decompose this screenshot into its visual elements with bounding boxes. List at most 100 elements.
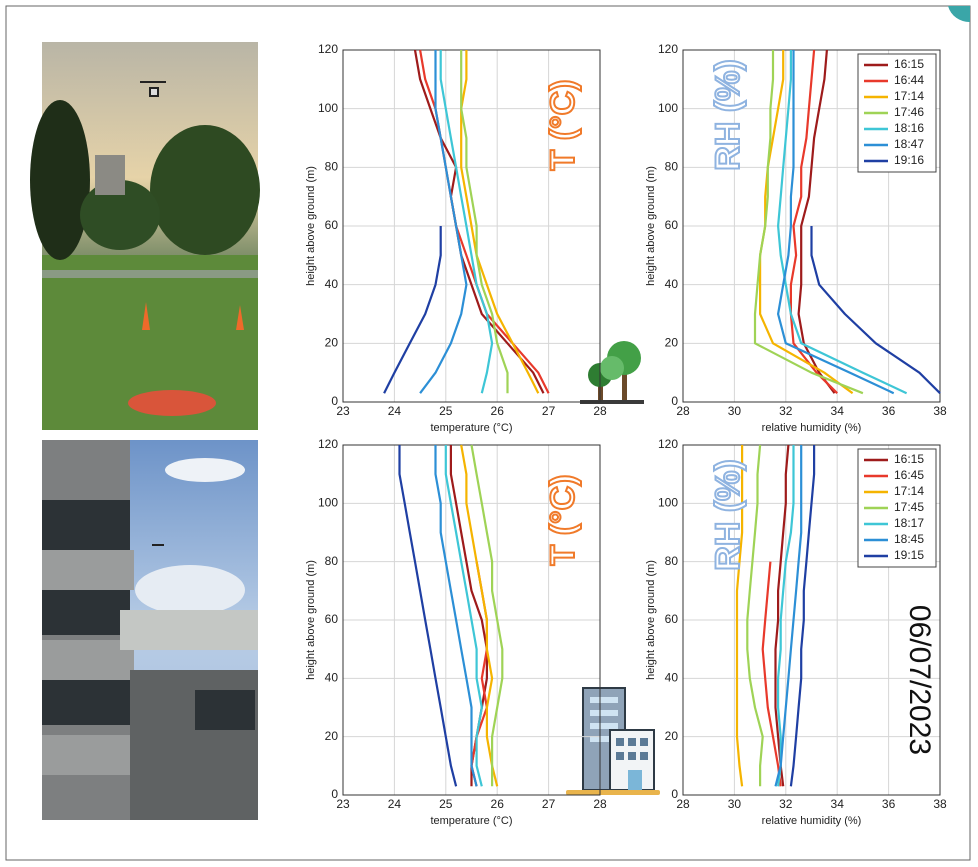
x-tick-label: 28 <box>676 797 690 811</box>
y-axis-label: height above ground (m) <box>305 560 317 680</box>
legend-label: 17:45 <box>894 500 924 514</box>
panel-annotation: T (°C) <box>544 474 582 565</box>
y-tick-label: 60 <box>325 612 339 626</box>
x-tick-label: 27 <box>542 797 556 811</box>
x-tick-label: 38 <box>933 797 947 811</box>
profile-line <box>774 445 803 787</box>
building-photo <box>42 440 258 820</box>
x-tick-label: 38 <box>933 404 947 418</box>
y-tick-label: 40 <box>665 671 679 685</box>
profile-line <box>789 445 816 787</box>
y-axis-label: height above ground (m) <box>645 166 657 286</box>
x-tick-label: 32 <box>779 797 793 811</box>
y-tick-label: 60 <box>665 612 679 626</box>
profile-line <box>460 50 509 394</box>
x-tick-label: 24 <box>388 797 402 811</box>
profile-line <box>797 49 836 394</box>
x-tick-label: 23 <box>336 404 350 418</box>
profile-line <box>774 444 790 787</box>
profile-line <box>444 445 483 787</box>
plot-frame <box>682 49 941 403</box>
legend-label: 16:44 <box>894 73 924 87</box>
x-axis-label: temperature (°C) <box>430 815 512 827</box>
profile-line <box>746 444 764 787</box>
x-axis-label: temperature (°C) <box>430 422 512 434</box>
profile-line <box>460 444 499 787</box>
profile-line <box>789 49 838 394</box>
x-tick-label: 34 <box>831 404 845 418</box>
profile-line <box>810 226 941 394</box>
legend-label: 16:15 <box>894 57 924 71</box>
legend-box <box>857 53 937 173</box>
x-axis-label: relative humidity (%) <box>762 815 862 827</box>
y-tick-label: 20 <box>325 729 339 743</box>
x-axis-label: relative humidity (%) <box>762 422 862 434</box>
x-tick-label: 30 <box>728 797 742 811</box>
x-tick-label: 25 <box>439 404 453 418</box>
legend-label: 16:15 <box>894 452 924 466</box>
x-tick-label: 25 <box>439 797 453 811</box>
plot-frame <box>342 49 601 403</box>
y-tick-label: 20 <box>665 336 679 350</box>
y-tick-label: 80 <box>665 554 679 568</box>
x-tick-label: 32 <box>779 404 793 418</box>
y-tick-label: 100 <box>658 101 678 115</box>
tree-icon <box>580 341 644 404</box>
profile-line <box>777 445 795 787</box>
corner-tab <box>948 6 970 23</box>
panel-annotation: RH (%) <box>709 59 747 170</box>
profile-line <box>759 50 854 395</box>
legend-label: 17:14 <box>894 484 924 498</box>
x-tick-label: 26 <box>491 404 505 418</box>
y-tick-label: 100 <box>658 496 678 510</box>
park-photo <box>30 42 260 430</box>
y-tick-label: 80 <box>325 160 339 174</box>
x-tick-label: 28 <box>676 404 690 418</box>
x-tick-label: 36 <box>882 797 896 811</box>
x-tick-label: 34 <box>831 797 845 811</box>
y-tick-label: 40 <box>665 277 679 291</box>
x-tick-label: 28 <box>593 797 607 811</box>
x-tick-label: 23 <box>336 797 350 811</box>
legend-label: 19:15 <box>894 548 924 562</box>
y-tick-label: 120 <box>658 437 678 451</box>
plot-frame <box>682 444 941 796</box>
y-tick-label: 0 <box>331 787 338 801</box>
profile-line <box>460 50 540 394</box>
x-tick-label: 30 <box>728 404 742 418</box>
y-tick-label: 40 <box>325 671 339 685</box>
legend-label: 18:45 <box>894 532 924 546</box>
y-tick-label: 80 <box>665 160 679 174</box>
legend-label: 17:14 <box>894 89 924 103</box>
y-tick-label: 60 <box>325 218 339 232</box>
y-tick-label: 0 <box>331 394 338 408</box>
y-tick-label: 40 <box>325 277 339 291</box>
frame <box>5 5 971 861</box>
legend-label: 18:47 <box>894 137 924 151</box>
profile-line <box>383 226 442 394</box>
y-tick-label: 120 <box>318 437 338 451</box>
profile-line <box>470 444 504 787</box>
y-tick-label: 60 <box>665 218 679 232</box>
legend-label: 16:45 <box>894 468 924 482</box>
y-tick-label: 100 <box>318 101 338 115</box>
y-axis-label: height above ground (m) <box>645 560 657 680</box>
y-tick-label: 20 <box>665 729 679 743</box>
y-tick-label: 120 <box>658 42 678 56</box>
x-tick-label: 24 <box>388 404 402 418</box>
y-tick-label: 20 <box>325 336 339 350</box>
legend-label: 18:16 <box>894 121 924 135</box>
profile-line <box>761 561 782 787</box>
profile-line <box>777 50 908 395</box>
profile-line <box>413 49 545 394</box>
x-tick-label: 26 <box>491 797 505 811</box>
y-tick-label: 0 <box>671 787 678 801</box>
y-axis-label: height above ground (m) <box>305 166 317 286</box>
profile-line <box>419 49 550 394</box>
panel-annotation: RH (%) <box>709 459 747 570</box>
profile-line <box>398 445 458 787</box>
x-tick-label: 27 <box>542 404 556 418</box>
x-tick-label: 36 <box>882 404 896 418</box>
profile-line <box>439 50 494 394</box>
